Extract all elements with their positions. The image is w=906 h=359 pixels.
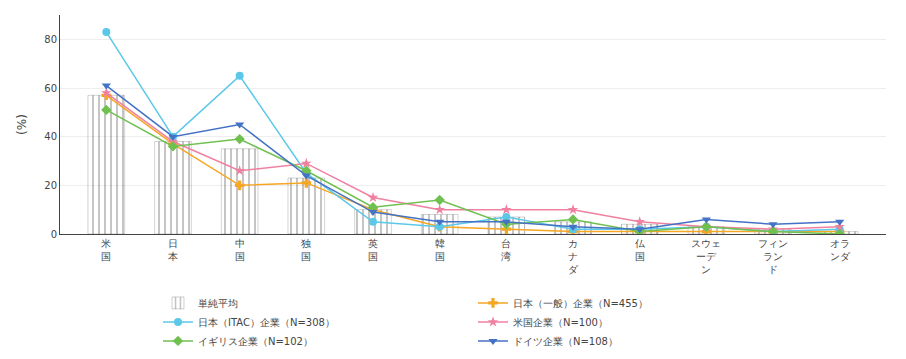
svg-text:英国: 英国 — [368, 238, 378, 262]
svg-text:日本（ITAC）企業（N=308）: 日本（ITAC）企業（N=308） — [198, 317, 335, 328]
svg-text:オランダ: オランダ — [830, 238, 851, 262]
svg-text:60: 60 — [44, 83, 57, 94]
svg-text:スウェーデン: スウェーデン — [691, 238, 721, 275]
svg-text:イギリス企業（N=102）: イギリス企業（N=102） — [198, 336, 313, 347]
svg-text:フィンランド: フィンランド — [758, 238, 788, 275]
svg-text:米国: 米国 — [101, 238, 111, 262]
svg-text:日本: 日本 — [168, 238, 178, 262]
svg-text:日本（一般）企業（N=455）: 日本（一般）企業（N=455） — [513, 298, 648, 309]
svg-text:(%): (%) — [15, 114, 29, 135]
svg-text:中国: 中国 — [235, 238, 245, 262]
svg-text:カナダ: カナダ — [568, 238, 579, 275]
svg-text:独国: 独国 — [301, 238, 311, 262]
svg-text:40: 40 — [44, 131, 57, 142]
svg-text:仏国: 仏国 — [634, 238, 646, 262]
svg-text:80: 80 — [44, 34, 57, 45]
svg-text:単純平均: 単純平均 — [198, 298, 238, 309]
svg-text:韓国: 韓国 — [435, 238, 445, 262]
svg-text:20: 20 — [44, 180, 57, 191]
svg-text:0: 0 — [51, 229, 57, 240]
svg-text:ドイツ企業（N=108）: ドイツ企業（N=108） — [513, 336, 618, 347]
svg-text:米国企業（N=100）: 米国企業（N=100） — [513, 317, 608, 328]
svg-text:台湾: 台湾 — [501, 238, 511, 262]
